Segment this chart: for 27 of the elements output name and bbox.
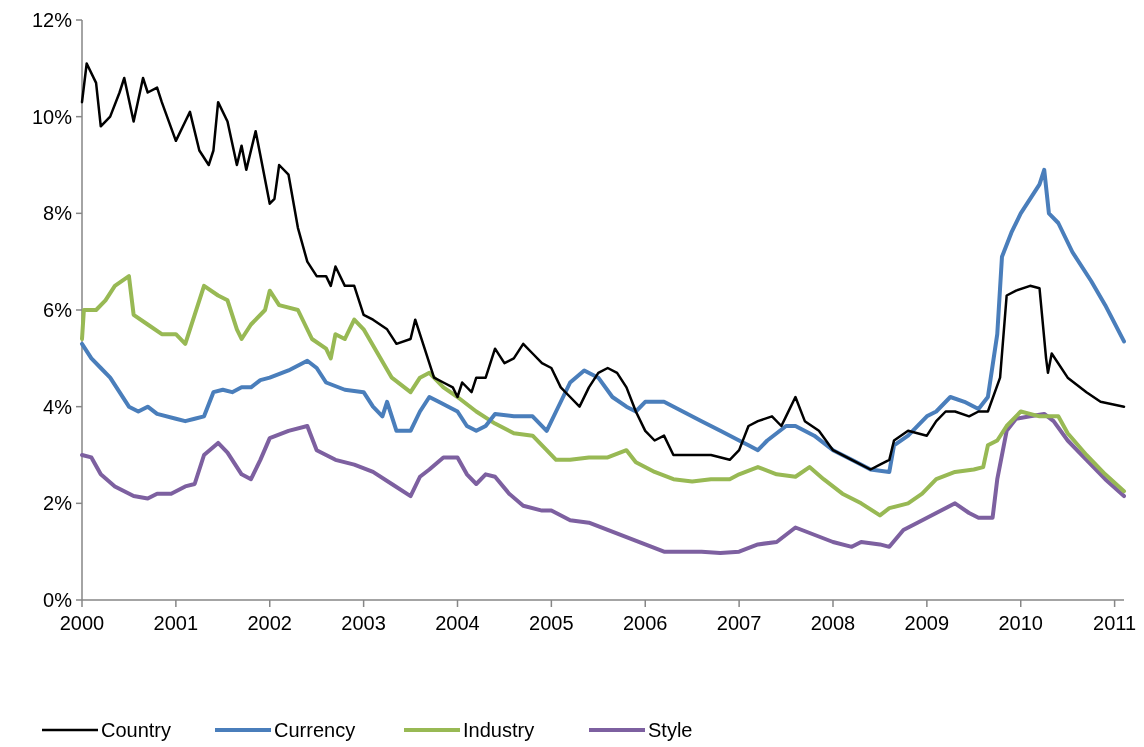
x-tick-label: 2008 [810,612,856,634]
x-tick-label: 2000 [59,612,105,634]
x-tick-label: 2007 [716,612,762,634]
x-tick-label: 2006 [622,612,668,634]
x-tick-label: 2002 [247,612,292,634]
line-series [80,274,1126,518]
x-tick-label: 2009 [904,612,950,634]
y-tick-label: 4% [43,395,73,418]
y-tick-label: 10% [31,105,73,128]
y-tick-label: 0% [43,589,73,611]
legend-label: Style [648,719,693,741]
legend-label: Industry [463,719,535,741]
x-tick-label: 2003 [341,612,386,634]
y-tick-label: 12% [31,9,73,31]
x-tick-label: 2001 [153,612,199,634]
y-tick-label: 8% [43,202,73,225]
line-series [80,62,1126,471]
y-tick-label: 2% [43,492,73,515]
legend-label: Country [101,719,172,741]
y-tick-label: 6% [43,299,73,321]
line-series [80,167,1126,474]
x-tick-label: 2010 [998,612,1043,634]
legend-label: Currency [274,719,356,741]
x-tick-label: 2004 [435,612,480,634]
x-tick-label: 2005 [529,612,574,634]
line-series [80,411,1126,556]
x-tick-label: 2011 [1093,612,1137,634]
